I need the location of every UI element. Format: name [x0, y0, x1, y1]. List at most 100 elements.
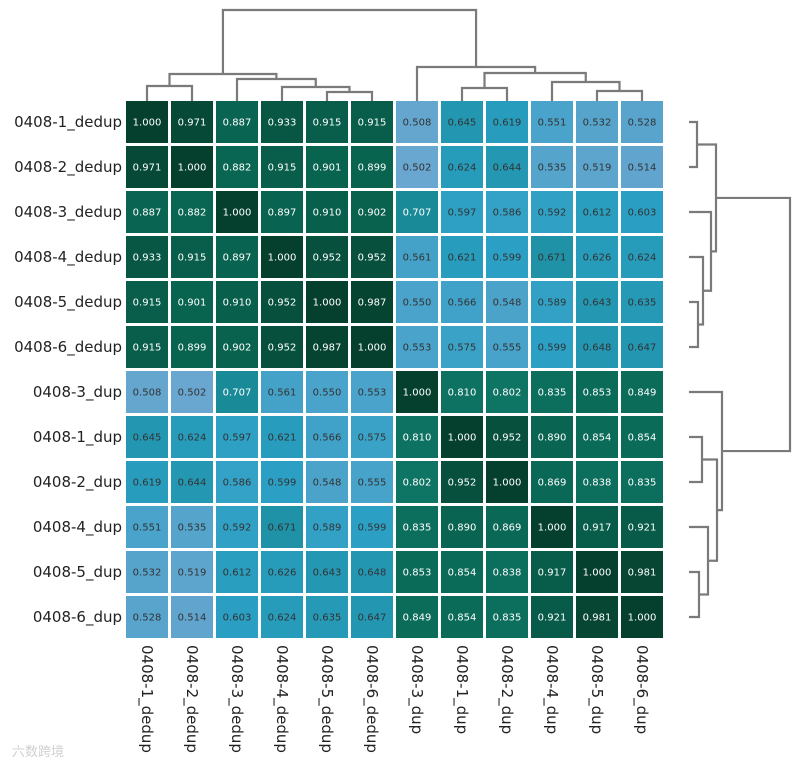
cell-value-label: 0.551: [133, 523, 162, 534]
heatmap-cell: [396, 101, 438, 143]
heatmap-cell: [396, 506, 438, 548]
column-label: 0408-4_dup: [542, 645, 561, 734]
cell-value-label: 0.592: [538, 208, 567, 219]
heatmap-cell: [441, 146, 483, 188]
heatmap-cell: [126, 371, 168, 413]
cell-value-label: 0.528: [628, 118, 657, 129]
cell-value-label: 0.645: [448, 118, 477, 129]
heatmap-cell: [396, 191, 438, 233]
heatmap-cell: [261, 596, 303, 638]
heatmap-cell: [486, 326, 528, 368]
heatmap-cell: [351, 191, 393, 233]
cell-value-label: 0.869: [493, 523, 522, 534]
dendrogram-link: [689, 120, 699, 169]
heatmap-cell: [351, 326, 393, 368]
cell-value-label: 0.971: [133, 163, 162, 174]
heatmap-cell: [486, 191, 528, 233]
dendrogram-link: [689, 255, 705, 326]
cell-value-label: 0.838: [583, 478, 612, 489]
row-label: 0408-6_dup: [33, 608, 122, 627]
heatmap-cell: [531, 101, 573, 143]
heatmap-cell: [486, 146, 528, 188]
column-dendrogram: [145, 8, 644, 101]
heatmap-cell: [576, 101, 618, 143]
cell-value-label: 0.502: [178, 388, 207, 399]
cell-value-label: 1.000: [493, 478, 522, 489]
column-label: 0408-3_dup: [407, 645, 426, 734]
heatmap-cell: [171, 461, 213, 503]
row-label: 0408-6_dedup: [14, 338, 122, 357]
heatmap-cell: [306, 551, 348, 593]
cell-value-label: 0.550: [403, 298, 432, 309]
heatmap-cell: [441, 596, 483, 638]
heatmap-cell: [126, 281, 168, 323]
cell-value-label: 0.915: [313, 118, 342, 129]
dendrogram-link: [280, 85, 351, 101]
cell-value-label: 0.586: [493, 208, 522, 219]
heatmap-cell: [306, 236, 348, 278]
heatmap-cell: [351, 506, 393, 548]
heatmap-cell: [441, 236, 483, 278]
cell-value-label: 0.589: [538, 298, 567, 309]
cell-value-label: 1.000: [583, 568, 612, 579]
heatmap-cell: [351, 551, 393, 593]
heatmap-cell: [216, 146, 258, 188]
cell-value-label: 0.624: [448, 163, 477, 174]
cell-value-label: 0.635: [628, 298, 657, 309]
cell-value-label: 0.566: [448, 298, 477, 309]
cell-value-label: 0.599: [268, 478, 297, 489]
cell-value-label: 0.626: [268, 568, 297, 579]
cell-value-label: 0.643: [313, 568, 342, 579]
cell-value-label: 0.810: [403, 433, 432, 444]
heatmap-cell: [621, 416, 663, 458]
watermark: 六数跨境: [12, 745, 64, 760]
cell-value-label: 0.802: [493, 388, 522, 399]
cell-value-label: 0.621: [268, 433, 297, 444]
cell-value-label: 1.000: [403, 388, 432, 399]
cell-value-label: 0.910: [223, 298, 252, 309]
heatmap-cell: [216, 461, 258, 503]
cell-value-label: 0.535: [538, 163, 567, 174]
row-label: 0408-5_dup: [33, 563, 122, 582]
heatmap-cell: [531, 371, 573, 413]
heatmap-cell: [351, 461, 393, 503]
heatmap-cells: 1.000 0.971 0.887 0.933 0.915 0.915 0.508 0.645…: [126, 101, 663, 638]
column-label: 0408-3_dedup: [227, 645, 246, 753]
cell-value-label: 0.508: [133, 388, 162, 399]
heatmap-cell: [621, 551, 663, 593]
cell-value-label: 0.599: [493, 253, 522, 264]
cell-value-label: 0.707: [403, 208, 432, 219]
cell-value-label: 0.555: [493, 343, 522, 354]
heatmap-cell: [531, 506, 573, 548]
heatmap-cell: [261, 416, 303, 458]
heatmap-cell: [306, 191, 348, 233]
cell-value-label: 1.000: [628, 613, 657, 624]
cell-value-label: 0.921: [628, 523, 657, 534]
cell-value-label: 0.853: [583, 388, 612, 399]
cell-value-label: 0.603: [223, 613, 252, 624]
heatmap-cell: [306, 146, 348, 188]
cell-value-label: 0.890: [448, 523, 477, 534]
heatmap-cell: [486, 461, 528, 503]
cell-value-label: 1.000: [358, 343, 387, 354]
heatmap-cell: [306, 461, 348, 503]
cell-value-label: 0.550: [313, 388, 342, 399]
heatmap-cell: [171, 551, 213, 593]
heatmap-cell: [396, 416, 438, 458]
cell-value-label: 0.575: [448, 343, 477, 354]
dendrogram-link: [145, 84, 194, 101]
heatmap-cell: [486, 281, 528, 323]
dendrogram-link: [689, 435, 704, 484]
heatmap-cell: [126, 146, 168, 188]
heatmap-cell: [171, 101, 213, 143]
cell-value-label: 1.000: [313, 298, 342, 309]
heatmap-cell: [171, 596, 213, 638]
column-label: 0408-4_dedup: [272, 645, 291, 753]
column-labels: 0408-1_dedup 0408-2_dedup 0408-3_dedup 0408…: [137, 645, 651, 753]
cell-value-label: 0.619: [493, 118, 522, 129]
heatmap-cell: [621, 236, 663, 278]
cell-value-label: 0.624: [268, 613, 297, 624]
cell-value-label: 0.952: [448, 478, 477, 489]
heatmap-cell: [216, 281, 258, 323]
heatmap-cell: [486, 236, 528, 278]
